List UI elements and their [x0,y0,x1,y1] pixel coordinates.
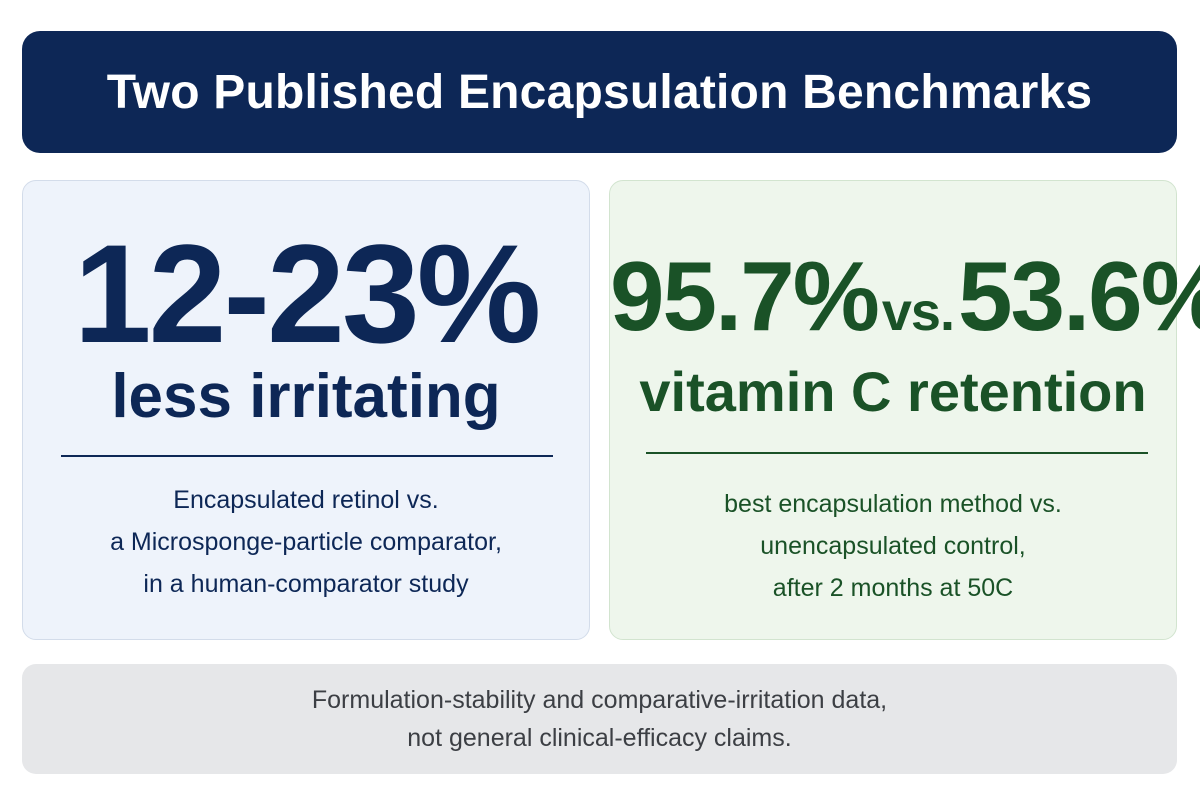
description-line: unencapsulated control, [760,532,1026,560]
benchmark-card-vitamin-c: 95.7%vs.53.6% vitamin C retention best e… [609,180,1200,640]
card-divider [646,452,1148,454]
benchmark-card-retinol: 12-23% less irritating Encapsulated reti… [22,180,590,640]
title-banner: Two Published Encapsulation Benchmarks [22,31,1177,153]
irritation-reduction-figure: 12-23% [73,215,542,372]
description-line: a Microsponge-particle comparator, [110,528,502,556]
description-line: after 2 months at 50C [772,574,1014,602]
description-line: in a human-comparator study [143,570,469,598]
retinol-description: Encapsulated retinol vs. a Microsponge-p… [33,479,579,605]
description-line: best encapsulation method vs. [724,490,1062,518]
encapsulated-retention-value: 95.7% [610,241,880,351]
disclaimer-line: not general clinical-efficacy claims. [407,724,792,752]
retention-label: vitamin C retention [639,360,1147,423]
description-line: Encapsulated retinol vs. [173,486,439,514]
disclaimer-line: Formulation-stability and comparative-ir… [311,686,888,714]
comparison-separator: vs. [881,282,955,342]
disclaimer-footer: Formulation-stability and comparative-ir… [22,664,1177,774]
vitamin-c-description: best encapsulation method vs. unencapsul… [620,483,1166,609]
card-divider [61,455,553,457]
retention-comparison-figure: 95.7%vs.53.6% [610,241,1200,367]
control-retention-value: 53.6% [957,241,1200,351]
irritation-label: less irritating [111,362,501,431]
page-title: Two Published Encapsulation Benchmarks [106,65,1093,119]
